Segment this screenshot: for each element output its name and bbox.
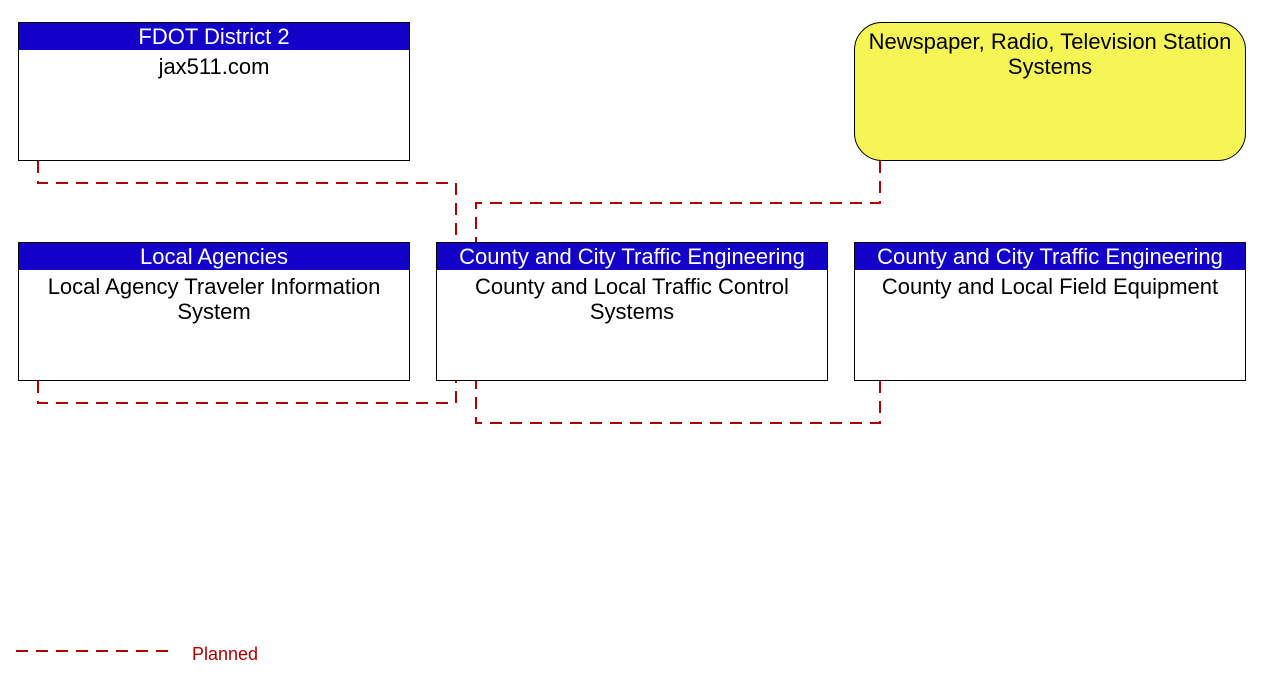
node-header: FDOT District 2 bbox=[19, 23, 409, 50]
diagram-canvas: FDOT District 2 jax511.com Newspaper, Ra… bbox=[0, 0, 1261, 682]
node-field-equipment: County and City Traffic Engineering Coun… bbox=[854, 242, 1246, 381]
node-traffic-control: County and City Traffic Engineering Coun… bbox=[436, 242, 828, 381]
node-header: Local Agencies bbox=[19, 243, 409, 270]
node-body: jax511.com bbox=[19, 50, 409, 79]
legend-planned-label: Planned bbox=[192, 644, 258, 665]
edge-line bbox=[476, 381, 880, 423]
edge-line bbox=[476, 161, 880, 242]
node-body: Local Agency Traveler Information System bbox=[19, 270, 409, 325]
edge-line bbox=[38, 161, 456, 242]
edge-line bbox=[38, 381, 456, 403]
node-local-agencies: Local Agencies Local Agency Traveler Inf… bbox=[18, 242, 410, 381]
node-body: County and Local Traffic Control Systems bbox=[437, 270, 827, 325]
node-fdot-district-2: FDOT District 2 jax511.com bbox=[18, 22, 410, 161]
node-body: County and Local Field Equipment bbox=[855, 270, 1245, 299]
node-body: Newspaper, Radio, Television Station Sys… bbox=[855, 23, 1245, 80]
node-media-systems: Newspaper, Radio, Television Station Sys… bbox=[854, 22, 1246, 161]
node-header: County and City Traffic Engineering bbox=[437, 243, 827, 270]
node-header: County and City Traffic Engineering bbox=[855, 243, 1245, 270]
